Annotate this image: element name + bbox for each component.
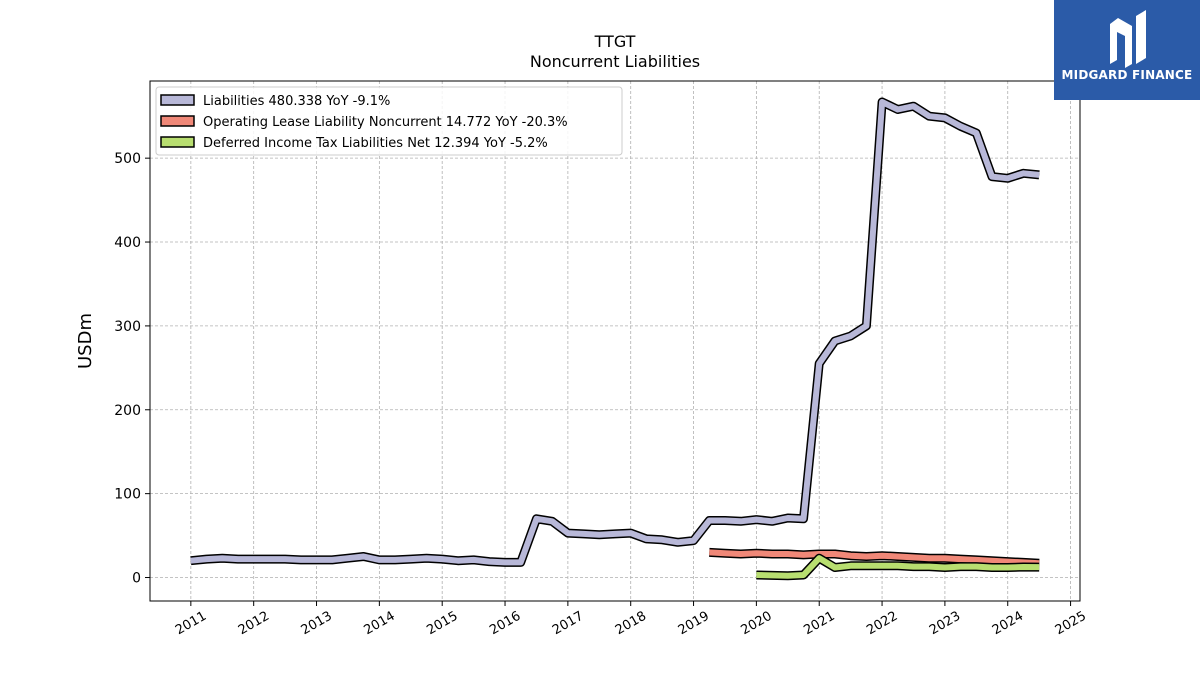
x-tick-label: 2017 bbox=[550, 609, 586, 639]
brand-logo: MIDGARD FINANCE bbox=[1054, 0, 1200, 100]
legend-swatch bbox=[160, 94, 195, 106]
y-tick-label: 0 bbox=[132, 571, 141, 587]
series-line bbox=[709, 549, 1040, 567]
x-tick-label: 2023 bbox=[927, 609, 963, 639]
logo-text: MIDGARD FINANCE bbox=[1061, 68, 1193, 82]
x-axis: 2011 2012 2013 2014 2015 2016 2017 2018 2019 2020… bbox=[173, 601, 1089, 638]
legend-label: Operating Lease Liability Noncurrent 14.… bbox=[203, 115, 568, 130]
x-tick-label: 2012 bbox=[236, 609, 272, 639]
x-tick-label: 2022 bbox=[864, 609, 900, 639]
legend-swatch bbox=[160, 136, 195, 148]
chart-title: TTGT bbox=[594, 32, 636, 51]
legend-label: Liabilities 480.338 YoY -9.1% bbox=[203, 94, 390, 109]
logo-mark-icon bbox=[1110, 10, 1146, 68]
y-tick-label: 400 bbox=[114, 235, 141, 251]
series-line bbox=[756, 555, 1040, 579]
series-0 bbox=[190, 97, 1040, 567]
x-tick-label: 2014 bbox=[362, 609, 398, 639]
x-tick-label: 2019 bbox=[676, 609, 712, 639]
y-tick-label: 300 bbox=[114, 319, 141, 335]
y-axis-label: USDm bbox=[75, 313, 96, 369]
x-tick-label: 2020 bbox=[739, 609, 775, 639]
y-tick-label: 500 bbox=[114, 151, 141, 167]
chart-subtitle: Noncurrent Liabilities bbox=[530, 52, 700, 71]
y-tick-label: 200 bbox=[114, 403, 141, 419]
y-axis: 0 100 200 300 400 500 bbox=[114, 151, 150, 587]
x-tick-label: 2024 bbox=[990, 609, 1026, 639]
x-tick-label: 2013 bbox=[299, 609, 335, 639]
x-tick-label: 2016 bbox=[487, 609, 523, 639]
series-layer bbox=[190, 97, 1040, 581]
legend-swatch bbox=[160, 115, 195, 127]
series-2 bbox=[756, 553, 1040, 581]
y-tick-label: 100 bbox=[114, 487, 141, 503]
legend-label: Deferred Income Tax Liabilities Net 12.3… bbox=[203, 136, 548, 151]
grid bbox=[150, 81, 1080, 601]
series-line bbox=[190, 99, 1040, 566]
plot-frame bbox=[149, 80, 1081, 602]
series-1 bbox=[709, 547, 1040, 568]
legend: Liabilities 480.338 YoY -9.1% Operating L… bbox=[155, 86, 623, 156]
x-tick-label: 2021 bbox=[801, 609, 837, 639]
x-tick-label: 2011 bbox=[173, 609, 209, 639]
x-tick-label: 2015 bbox=[424, 609, 460, 639]
legend-box bbox=[155, 86, 623, 156]
x-tick-label: 2018 bbox=[613, 609, 649, 639]
x-tick-label: 2025 bbox=[1053, 609, 1089, 639]
